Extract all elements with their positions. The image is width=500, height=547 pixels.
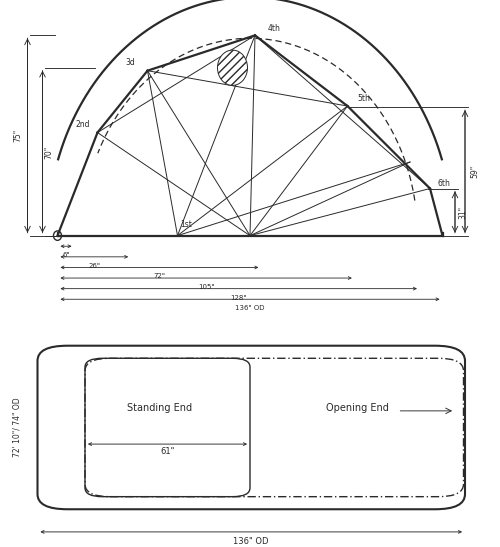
Circle shape [218,50,248,85]
Text: 6": 6" [62,252,70,258]
Text: 2nd: 2nd [76,120,90,129]
Text: 31": 31" [458,206,467,219]
Text: 4th: 4th [268,24,280,33]
Text: 6th: 6th [438,178,450,188]
Text: 136" OD: 136" OD [234,538,269,546]
Text: 128": 128" [230,294,247,300]
Text: 1st: 1st [180,220,192,229]
Text: Standing End: Standing End [126,403,192,413]
Text: 75": 75" [13,129,22,142]
Text: 5th: 5th [358,94,370,103]
Text: 59": 59" [470,165,480,178]
Text: 61": 61" [160,447,174,456]
Text: 105": 105" [198,284,214,290]
Text: 72": 72" [154,274,166,280]
Text: 3d: 3d [125,58,135,67]
Text: 70": 70" [44,146,53,159]
Text: 26": 26" [88,263,101,269]
Text: Opening End: Opening End [326,403,389,413]
Text: 72' 10"/ 74" OD: 72' 10"/ 74" OD [13,398,22,457]
Text: 136" OD: 136" OD [236,305,265,311]
